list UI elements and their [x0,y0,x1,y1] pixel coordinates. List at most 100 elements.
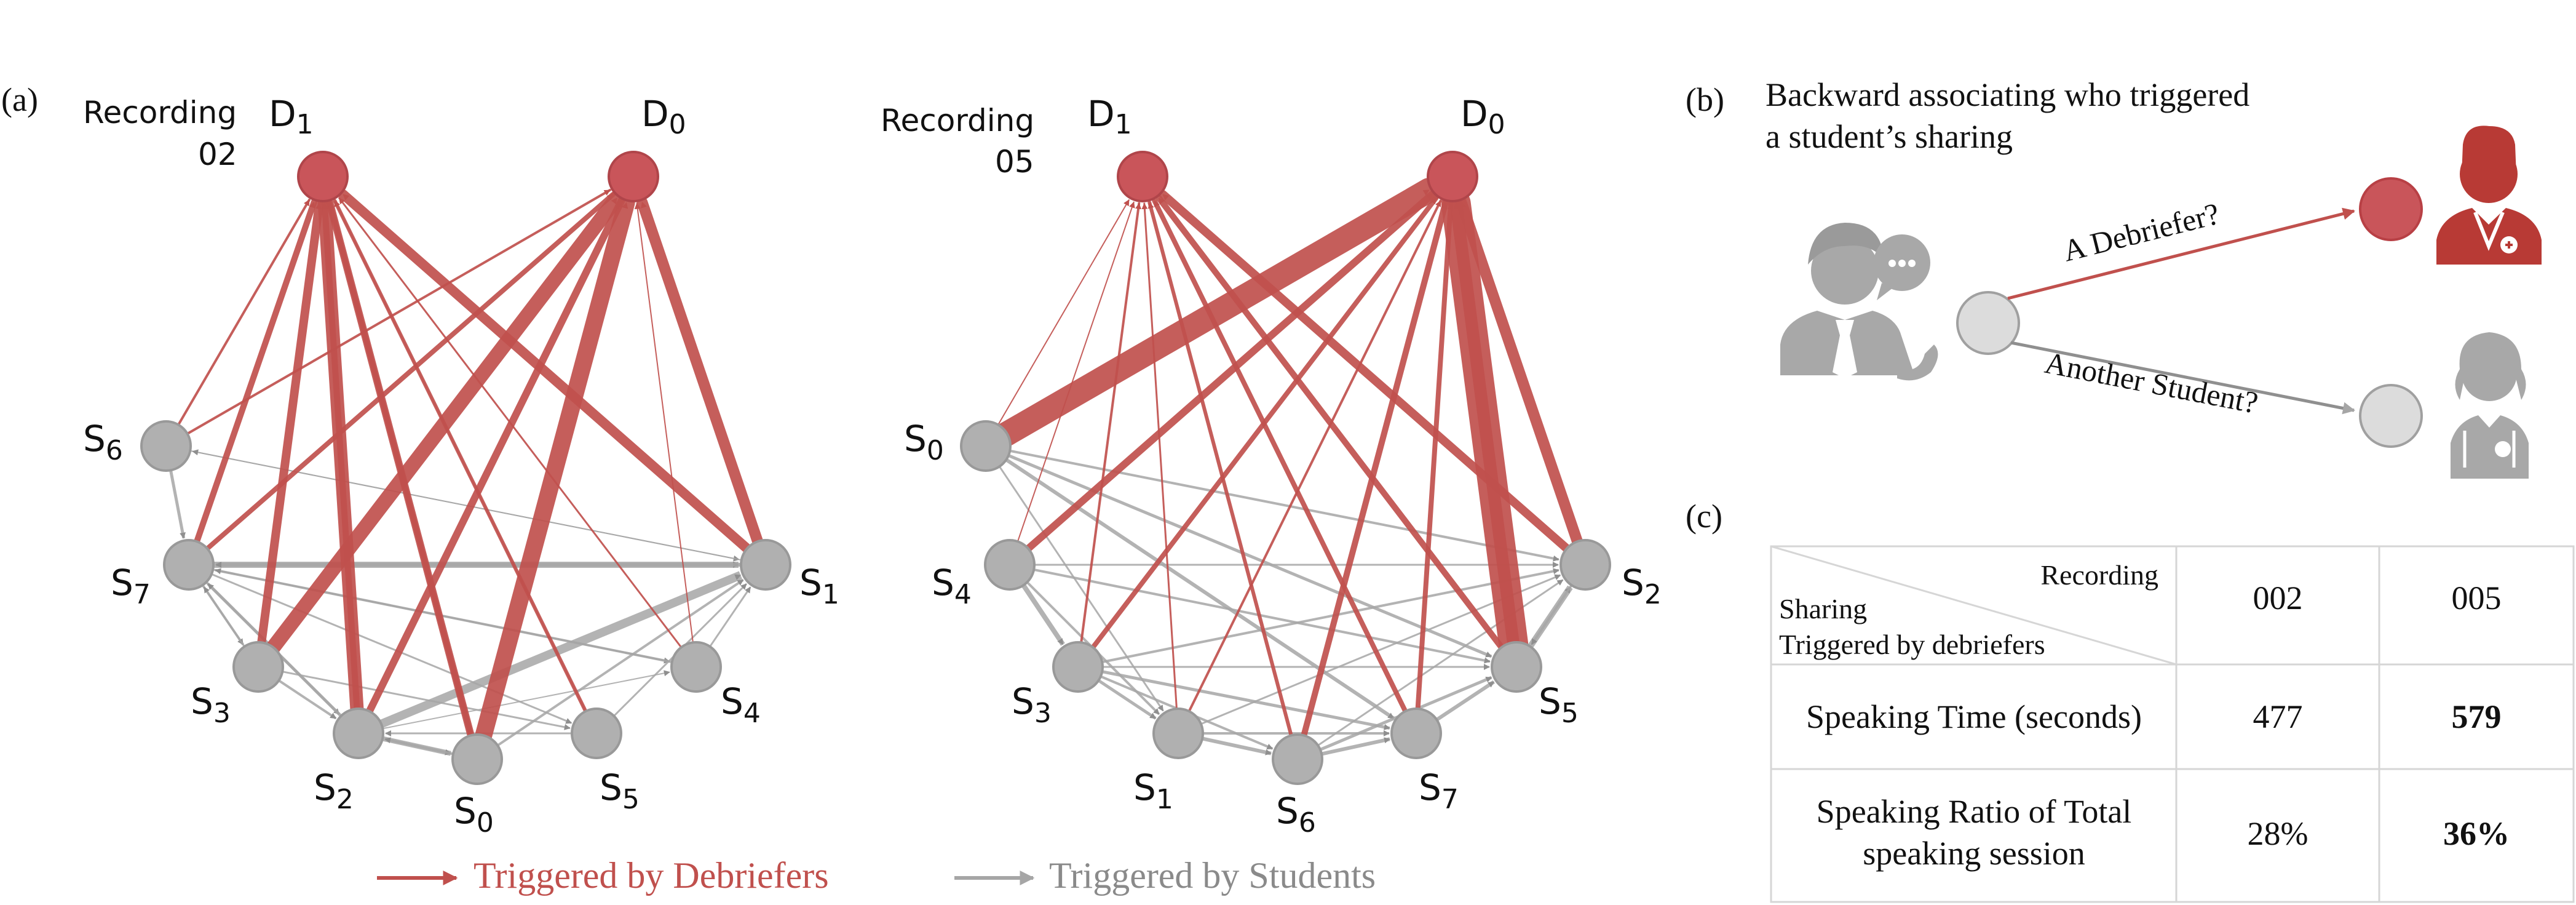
debriefer-triggered-edge [1079,202,1142,645]
debriefer-triggered-edge [1415,201,1454,713]
debriefer-triggered-edge [1187,199,1442,714]
debriefer-triggered-edge [993,177,1441,447]
student-triggered-edge [203,586,245,647]
debriefer-node [608,151,659,202]
debriefer-triggered-edge [1017,201,1135,544]
student-triggered-edge [379,571,743,728]
student-label: S6 [83,418,123,466]
debriefer-triggered-edge [184,188,611,436]
recording-label-word: Recording [881,103,1034,138]
student-triggered-edge [1005,458,1395,720]
student-node [1152,708,1204,759]
recording-label-word: Recording [83,95,237,130]
student-label: S4 [721,680,761,729]
debriefer-triggered-edge [204,191,616,552]
table-col-header: 002 [2253,580,2303,616]
network-graph-recording-05: D1 D0 S0 S4 S3 S1 S6 S7 S5 S2 [904,93,1662,839]
debriefer-node [1117,151,1168,202]
student-node [571,708,622,759]
student-label: S3 [1012,680,1052,729]
student-triggered-edge [999,466,1164,712]
speaking-student-icon [1780,223,1938,381]
table-row-label: Speaking Time (seconds) [1806,698,2142,735]
student-triggered-edge [497,578,744,747]
student-label: S3 [191,680,231,729]
results-table: Recording Sharing Triggered by debriefer… [1770,545,2575,903]
student-label: S2 [314,767,354,815]
debriefer-triggered-edge [1141,202,1178,711]
student-triggered-edge [1033,568,1491,664]
student-node [140,420,192,472]
debriefer-triggered-edge [1147,201,1294,739]
legend: Triggered by Debriefers Triggered by Stu… [377,855,1376,896]
student-triggered-edge [1101,670,1390,730]
debriefer-triggered-edge [1023,191,1436,553]
panel-c-label: (c) [1686,498,1722,535]
student-label: S4 [932,562,972,610]
student-label: S5 [600,767,640,815]
doctor-icon [2436,126,2542,265]
student-node [232,641,284,693]
student-node [1956,291,2020,355]
student-triggered-edge [1009,449,1559,562]
nurse-icon [2451,332,2529,479]
debriefer-triggered-edge [1159,190,1572,554]
table-col-header: 005 [2452,580,2502,616]
arrow-to-student [2010,341,2355,415]
student-triggered-edge [382,670,670,730]
student-triggered-edge [169,469,186,539]
debriefer-label: D0 [641,93,686,140]
debriefer-triggered-edge [1152,198,1409,715]
student-label: S7 [1419,767,1459,815]
debriefer-triggered-edge [997,199,1130,427]
student-label: S5 [1539,680,1579,729]
debriefer-triggered-edge [176,199,311,428]
debriefer-label: D1 [1087,93,1132,140]
debriefer-triggered-edge [321,200,360,714]
student-triggered-edge [1007,454,1492,658]
debriefer-triggered-edge [193,199,317,546]
recording-label-number: 02 [198,137,237,172]
debriefer-label: D1 [269,93,314,140]
student-label: S7 [111,562,151,610]
student-node [670,641,722,693]
debriefer-triggered-edge [256,199,324,648]
debriefer-node [297,151,349,202]
debriefer-node [2359,177,2423,241]
table-cell: 579 [2452,698,2502,735]
debriefer-triggered-edge [365,197,625,716]
debriefer-triggered-edge [327,200,474,740]
debriefer-triggered-edge [338,189,753,554]
student-triggered-edge [1021,584,1065,646]
debriefer-triggered-edge [634,202,694,645]
student-triggered-edge [282,671,571,730]
recording-label-number: 05 [995,144,1034,180]
panel-b-title-line1: Backward associating who triggered [1766,76,2249,113]
student-node [333,708,384,759]
student-node [1390,708,1442,759]
legend-debriefers-label: Triggered by Debriefers [474,855,829,896]
table-cell: 28% [2248,815,2308,852]
student-node [2359,384,2423,448]
student-label: S6 [1276,790,1316,839]
student-node [960,420,1012,472]
debriefer-label: D0 [1460,93,1505,140]
student-label: S1 [799,562,839,610]
panel-b-title-line2: a student’s sharing [1766,118,2013,155]
student-node [1491,641,1542,693]
student-triggered-edge [1435,680,1495,722]
student-node [1272,733,1323,785]
table-header-triggered: Triggered by debriefers [1779,629,2045,660]
student-node [984,539,1036,591]
student-node [1559,539,1611,591]
table-header-sharing: Sharing [1779,593,1867,624]
student-triggered-edge [709,586,751,647]
debriefer-triggered-edge [1449,197,1520,650]
student-triggered-edge [278,679,337,720]
student-triggered-edge [215,568,673,664]
student-triggered-edge [1321,737,1390,756]
student-label: S2 [1622,562,1662,610]
debriefer-triggered-edge [1155,194,1505,652]
student-triggered-edge [1101,568,1559,664]
